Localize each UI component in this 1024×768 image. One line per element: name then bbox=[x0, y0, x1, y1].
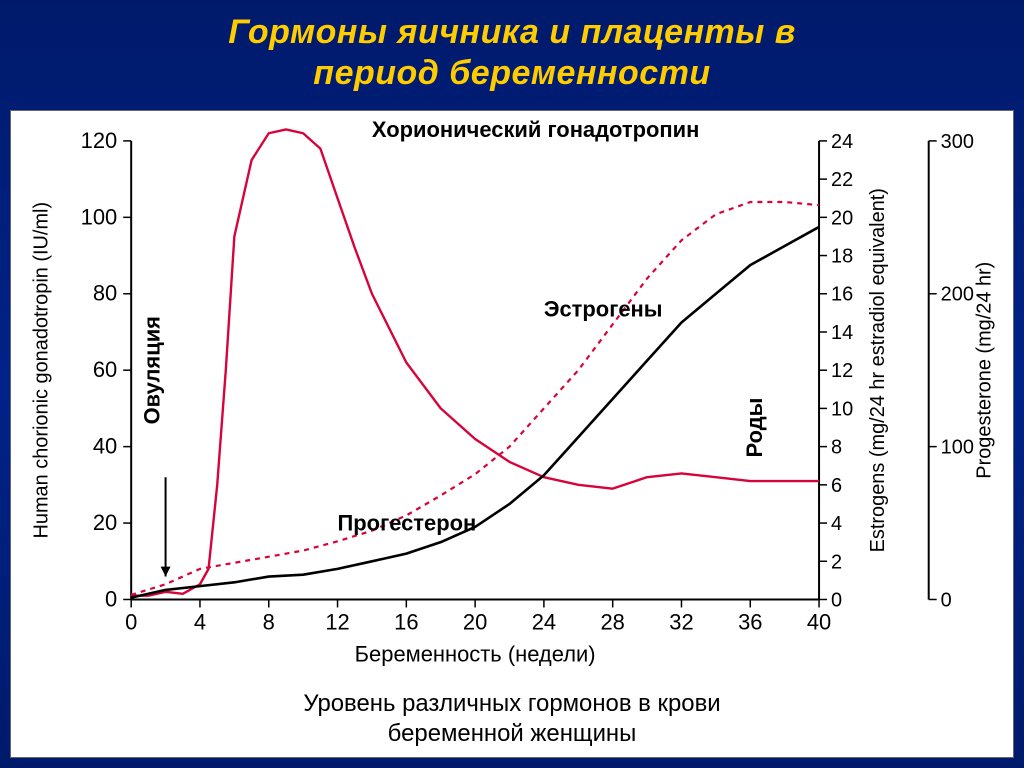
slide-title: Гормоны яичника и плаценты в период бере… bbox=[0, 0, 1024, 102]
svg-text:32: 32 bbox=[669, 609, 693, 634]
svg-text:0: 0 bbox=[831, 589, 842, 611]
svg-text:беременной женщины: беременной женщины bbox=[388, 720, 637, 747]
svg-text:20: 20 bbox=[463, 609, 487, 634]
svg-text:Роды: Роды bbox=[742, 398, 767, 458]
svg-text:Беременность (недели): Беременность (недели) bbox=[355, 641, 596, 666]
svg-text:16: 16 bbox=[831, 284, 853, 306]
svg-text:Human chorionic gonadotropin (: Human chorionic gonadotropin (IU/ml) bbox=[30, 202, 52, 539]
svg-text:24: 24 bbox=[831, 131, 853, 153]
svg-text:200: 200 bbox=[941, 284, 974, 306]
chart-container: 0481216202428323640Беременность (недели)… bbox=[10, 110, 1014, 758]
title-line-2: период беременности bbox=[313, 54, 710, 92]
svg-text:0: 0 bbox=[105, 586, 117, 611]
svg-text:22: 22 bbox=[831, 169, 853, 191]
slide: Гормоны яичника и плаценты в период бере… bbox=[0, 0, 1024, 768]
svg-text:10: 10 bbox=[831, 398, 853, 420]
svg-text:14: 14 bbox=[831, 322, 853, 344]
svg-text:0: 0 bbox=[125, 609, 137, 634]
svg-text:16: 16 bbox=[394, 609, 418, 634]
svg-text:12: 12 bbox=[831, 360, 853, 382]
svg-text:Прогестерон: Прогестерон bbox=[338, 511, 477, 536]
svg-text:0: 0 bbox=[941, 589, 952, 611]
svg-text:100: 100 bbox=[81, 204, 118, 229]
svg-text:20: 20 bbox=[831, 207, 853, 229]
svg-text:36: 36 bbox=[738, 609, 762, 634]
svg-text:300: 300 bbox=[941, 131, 974, 153]
svg-text:80: 80 bbox=[93, 281, 117, 306]
svg-text:24: 24 bbox=[532, 609, 556, 634]
svg-text:18: 18 bbox=[831, 246, 853, 268]
svg-text:8: 8 bbox=[831, 437, 842, 459]
svg-text:6: 6 bbox=[831, 475, 842, 497]
svg-text:4: 4 bbox=[194, 609, 206, 634]
svg-text:40: 40 bbox=[807, 609, 831, 634]
svg-text:Эстрогены: Эстрогены bbox=[544, 297, 663, 322]
title-line-1: Гормоны яичника и плаценты в bbox=[228, 13, 796, 51]
svg-text:60: 60 bbox=[93, 357, 117, 382]
svg-text:Овуляция: Овуляция bbox=[140, 316, 165, 424]
svg-text:28: 28 bbox=[600, 609, 624, 634]
svg-text:40: 40 bbox=[93, 434, 117, 459]
svg-text:2: 2 bbox=[831, 551, 842, 573]
hormone-chart: 0481216202428323640Беременность (недели)… bbox=[11, 111, 1013, 757]
svg-text:8: 8 bbox=[263, 609, 275, 634]
svg-text:20: 20 bbox=[93, 510, 117, 535]
svg-text:Хорионический гонадотропин: Хорионический гонадотропин bbox=[372, 117, 699, 142]
svg-text:Estrogens (mg/24 hr estradiol: Estrogens (mg/24 hr estradiol equivalent… bbox=[867, 188, 889, 552]
svg-text:4: 4 bbox=[831, 513, 842, 535]
svg-text:Progesterone (mg/24 hr): Progesterone (mg/24 hr) bbox=[974, 262, 996, 479]
svg-text:100: 100 bbox=[941, 437, 974, 459]
svg-text:120: 120 bbox=[81, 128, 118, 153]
svg-text:Уровень различных гормонов в к: Уровень различных гормонов в крови bbox=[303, 690, 720, 717]
svg-text:12: 12 bbox=[325, 609, 349, 634]
